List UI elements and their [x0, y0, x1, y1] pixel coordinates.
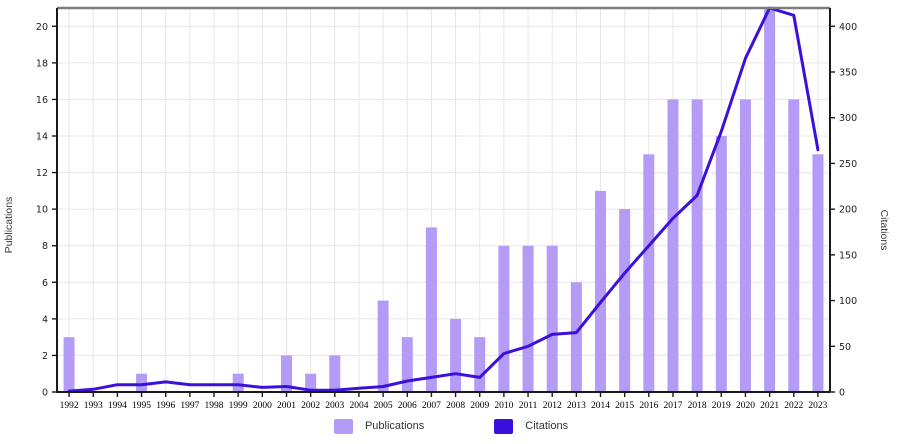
- svg-text:2: 2: [42, 351, 48, 362]
- svg-text:2009: 2009: [470, 401, 489, 411]
- svg-text:150: 150: [839, 250, 857, 261]
- svg-text:2017: 2017: [663, 401, 682, 411]
- citations-swatch: [494, 418, 514, 434]
- svg-text:200: 200: [839, 205, 857, 216]
- publications-swatch: [333, 418, 353, 434]
- right-axis-title: Citations: [878, 209, 890, 251]
- svg-text:2008: 2008: [446, 401, 465, 411]
- svg-text:2000: 2000: [253, 401, 272, 411]
- svg-text:1992: 1992: [60, 401, 79, 411]
- svg-text:6: 6: [42, 278, 48, 289]
- svg-text:2012: 2012: [543, 401, 562, 411]
- svg-text:0: 0: [42, 388, 48, 399]
- svg-text:2016: 2016: [639, 401, 658, 411]
- svg-text:2023: 2023: [808, 401, 827, 411]
- svg-text:2002: 2002: [301, 401, 320, 411]
- svg-text:1993: 1993: [84, 401, 103, 411]
- svg-text:2019: 2019: [712, 401, 731, 411]
- legend-item-publications[interactable]: Publications: [333, 418, 425, 434]
- svg-text:350: 350: [839, 68, 857, 79]
- svg-text:1997: 1997: [180, 401, 199, 411]
- svg-text:250: 250: [839, 159, 857, 170]
- chart-legend: Publications Citations: [0, 413, 902, 439]
- svg-text:1995: 1995: [132, 401, 151, 411]
- svg-text:2018: 2018: [688, 401, 707, 411]
- svg-text:2003: 2003: [325, 401, 344, 411]
- svg-text:10: 10: [36, 205, 48, 216]
- svg-text:2006: 2006: [398, 401, 417, 411]
- svg-text:16: 16: [36, 95, 48, 106]
- svg-text:2005: 2005: [374, 401, 393, 411]
- legend-item-citations[interactable]: Citations: [494, 418, 569, 434]
- svg-text:14: 14: [36, 132, 48, 143]
- svg-text:2013: 2013: [567, 401, 586, 411]
- svg-text:2007: 2007: [422, 401, 441, 411]
- svg-text:2010: 2010: [494, 401, 513, 411]
- svg-text:2015: 2015: [615, 401, 634, 411]
- svg-text:2014: 2014: [591, 401, 610, 411]
- svg-text:4: 4: [42, 314, 48, 325]
- svg-text:8: 8: [42, 241, 48, 252]
- svg-text:2022: 2022: [784, 401, 803, 411]
- svg-text:400: 400: [839, 22, 857, 33]
- svg-text:2004: 2004: [349, 401, 368, 411]
- svg-text:1996: 1996: [156, 401, 175, 411]
- legend-label-publications: Publications: [364, 420, 425, 432]
- svg-text:2021: 2021: [760, 401, 779, 411]
- svg-text:2020: 2020: [736, 401, 755, 411]
- svg-text:18: 18: [36, 58, 48, 69]
- svg-text:1999: 1999: [229, 401, 248, 411]
- svg-text:20: 20: [36, 22, 48, 33]
- left-axis-title: Publications: [3, 196, 15, 254]
- svg-text:50: 50: [839, 342, 851, 353]
- svg-text:2011: 2011: [519, 401, 538, 411]
- svg-text:1994: 1994: [108, 401, 127, 411]
- svg-text:100: 100: [839, 296, 857, 307]
- svg-text:1998: 1998: [205, 401, 224, 411]
- legend-label-citations: Citations: [525, 420, 569, 432]
- svg-text:12: 12: [36, 168, 48, 179]
- svg-text:0: 0: [839, 388, 845, 399]
- svg-text:300: 300: [839, 113, 857, 124]
- svg-text:2001: 2001: [277, 401, 296, 411]
